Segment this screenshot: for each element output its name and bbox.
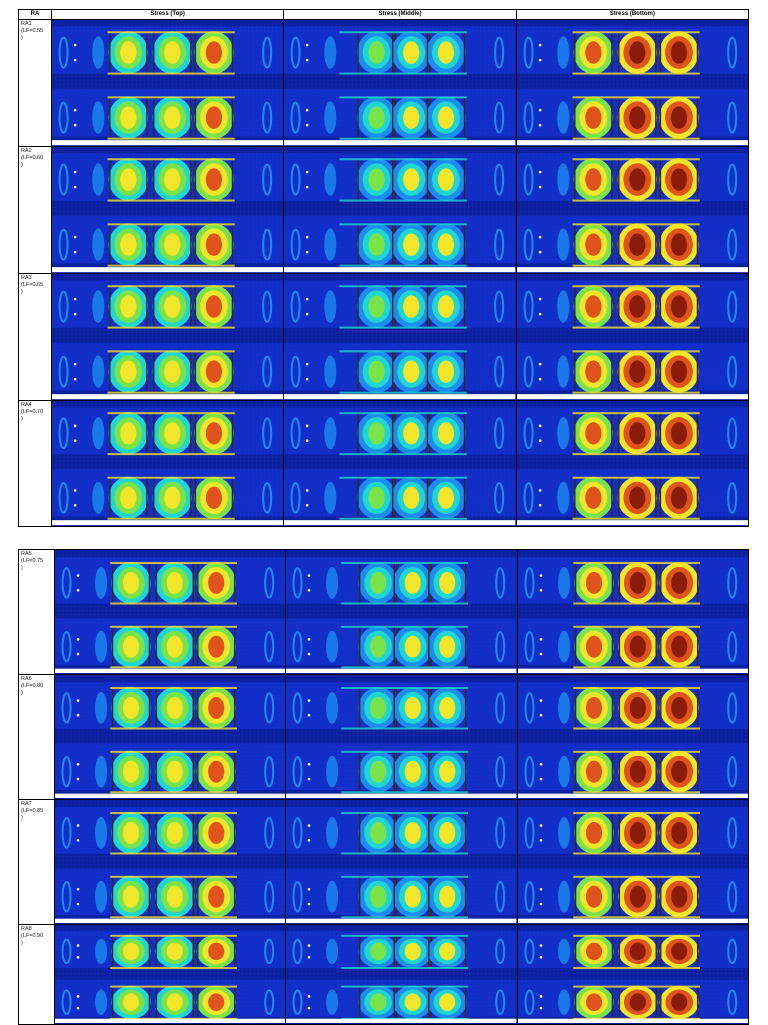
contour-plot-bottom	[518, 925, 748, 1024]
row-label-text: RA2 (LF=0.60 )	[21, 148, 44, 168]
stress-contour-middle	[283, 19, 517, 147]
stress-contour-bottom	[515, 146, 750, 274]
header-ra: RA	[18, 9, 52, 20]
row-label: RA8 (LF=0.90 )	[18, 924, 55, 1025]
contour-plot-top	[52, 401, 283, 526]
contour-plot-top	[52, 147, 283, 273]
header-stress-middle: Stress (Middle)	[283, 9, 517, 20]
contour-plot-middle	[286, 675, 517, 799]
row-label: RA1 (LF=0.55 )	[18, 19, 52, 147]
row-label: RA3 (LF=0.65 )	[18, 273, 52, 401]
stress-contour-top	[53, 924, 287, 1025]
contour-plot-middle	[286, 925, 517, 1024]
contour-plot-bottom	[517, 401, 748, 526]
result-row: RA7 (LF=0.85 )	[18, 799, 750, 925]
row-label: RA2 (LF=0.60 )	[18, 146, 52, 274]
stress-contour-middle	[283, 400, 517, 527]
result-row: RA5 (LF=0.75 )	[18, 549, 750, 675]
stress-contour-top	[50, 146, 285, 274]
stress-contour-top	[53, 799, 287, 925]
contour-plot-bottom	[517, 274, 748, 400]
row-label-text: RA8 (LF=0.90 )	[21, 926, 44, 946]
row-label-text: RA3 (LF=0.65 )	[21, 275, 44, 295]
contour-plot-bottom	[517, 20, 748, 146]
contour-plot-bottom	[518, 800, 748, 924]
stress-contour-middle	[283, 146, 517, 274]
row-label: RA4 (LF=0.70 )	[18, 400, 52, 527]
stress-contour-middle	[285, 799, 518, 925]
row-label-text: RA4 (LF=0.70 )	[21, 402, 44, 422]
row-label: RA5 (LF=0.75 )	[18, 549, 55, 675]
contour-plot-middle	[286, 550, 517, 674]
row-label: RA6 (LF=0.80 )	[18, 674, 55, 800]
contour-plot-top	[55, 675, 285, 799]
contour-plot-top	[55, 800, 285, 924]
result-row: RA8 (LF=0.90 )	[18, 924, 750, 1025]
result-row: RA1 (LF=0.55 )	[18, 19, 750, 147]
stress-contour-top	[53, 674, 287, 800]
stress-contour-middle	[283, 273, 517, 401]
contour-plot-middle	[286, 800, 517, 924]
contour-plot-top	[55, 925, 285, 1024]
row-label-text: RA1 (LF=0.55 )	[21, 21, 44, 41]
stress-contour-middle	[285, 924, 518, 1025]
stress-results-table-part1: RA Stress (Top) Stress (Middle) Stress (…	[18, 9, 750, 527]
stress-results-table-part2: RA5 (LF=0.75 ) RA6 (LF=0.80 ) RA7 (LF=0.85…	[18, 549, 750, 1025]
stress-contour-top	[50, 273, 285, 401]
row-label-text: RA5 (LF=0.75 )	[21, 551, 44, 571]
contour-plot-middle	[284, 147, 516, 273]
contour-plot-bottom	[517, 147, 748, 273]
row-label-text: RA6 (LF=0.80 )	[21, 676, 44, 696]
contour-plot-bottom	[518, 550, 748, 674]
stress-contour-bottom	[515, 19, 750, 147]
stress-contour-middle	[285, 549, 518, 675]
result-row: RA3 (LF=0.65 )	[18, 273, 750, 401]
contour-plot-top	[55, 550, 285, 674]
header-stress-bottom: Stress (Bottom)	[515, 9, 750, 20]
stress-contour-top	[53, 549, 287, 675]
result-row: RA2 (LF=0.60 )	[18, 146, 750, 274]
result-row: RA4 (LF=0.70 )	[18, 400, 750, 527]
contour-plot-middle	[284, 20, 516, 146]
stress-contour-middle	[285, 674, 518, 800]
contour-plot-top	[52, 274, 283, 400]
stress-contour-bottom	[516, 549, 750, 675]
contour-plot-middle	[284, 401, 516, 526]
contour-plot-bottom	[518, 675, 748, 799]
contour-plot-middle	[284, 274, 516, 400]
row-label-text: RA7 (LF=0.85 )	[21, 801, 44, 821]
row-label: RA7 (LF=0.85 )	[18, 799, 55, 925]
result-row: RA6 (LF=0.80 )	[18, 674, 750, 800]
stress-contour-bottom	[515, 400, 750, 527]
contour-plot-top	[52, 20, 283, 146]
stress-contour-top	[50, 400, 285, 527]
stress-contour-bottom	[516, 799, 750, 925]
header-stress-top: Stress (Top)	[50, 9, 285, 20]
stress-contour-top	[50, 19, 285, 147]
stress-contour-bottom	[516, 674, 750, 800]
stress-contour-bottom	[515, 273, 750, 401]
stress-contour-bottom	[516, 924, 750, 1025]
